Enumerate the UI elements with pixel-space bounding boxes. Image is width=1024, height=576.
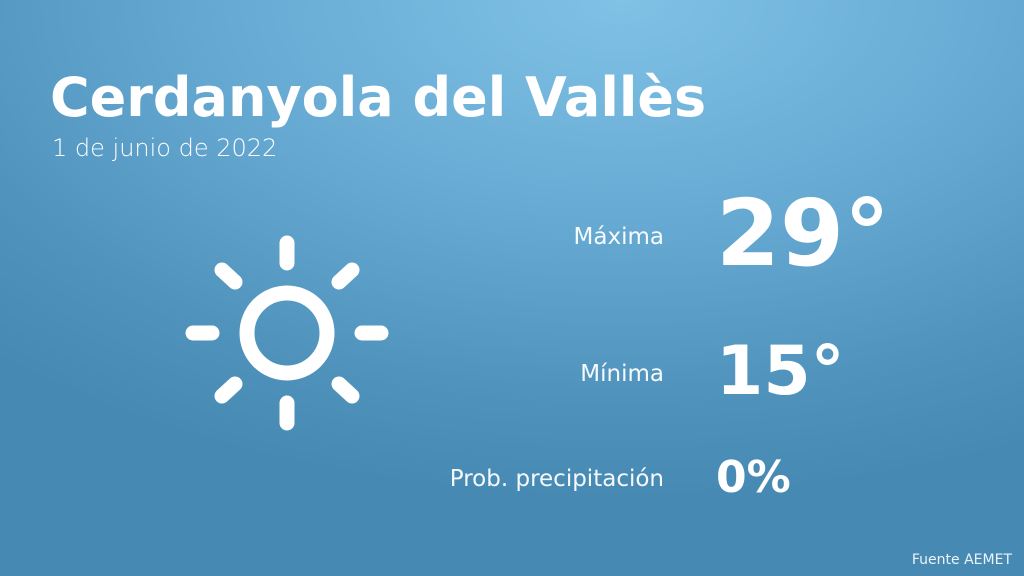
min-value: 15° xyxy=(716,332,845,411)
max-value: 29° xyxy=(716,180,891,287)
forecast-date: 1 de junio de 2022 xyxy=(52,134,278,162)
min-label: Mínima xyxy=(580,361,664,387)
location-title: Cerdanyola del Vallès xyxy=(50,66,707,129)
source-credit: Fuente AEMET xyxy=(911,552,1012,568)
precip-value: 0% xyxy=(716,452,791,503)
precip-label: Prob. precipitación xyxy=(449,466,664,492)
sun-icon xyxy=(185,235,389,431)
max-label: Máxima xyxy=(573,224,664,250)
